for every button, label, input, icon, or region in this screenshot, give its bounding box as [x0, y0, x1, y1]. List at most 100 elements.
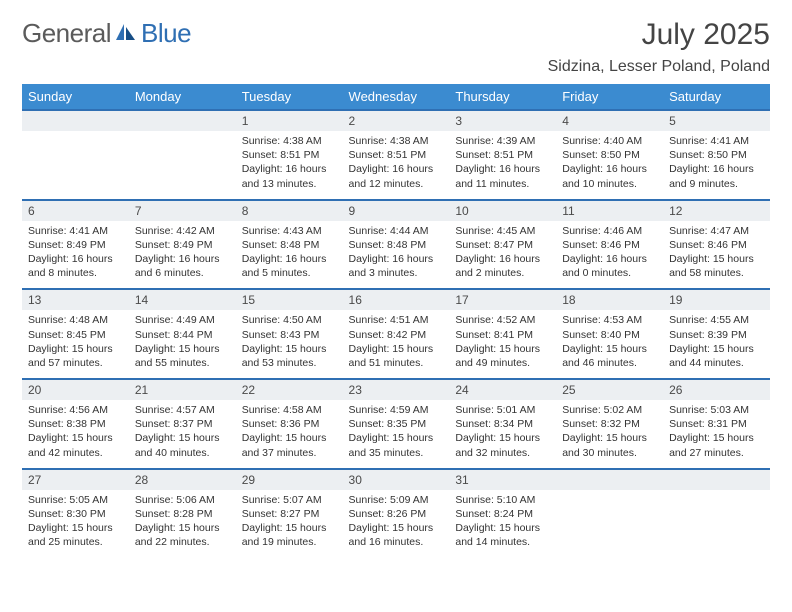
day-cell: 15Sunrise: 4:50 AMSunset: 8:43 PMDayligh…	[236, 289, 343, 379]
day-cell: 10Sunrise: 4:45 AMSunset: 8:47 PMDayligh…	[449, 200, 556, 290]
day-cell	[129, 110, 236, 200]
day-detail-line: Sunset: 8:43 PM	[242, 328, 337, 342]
day-detail-line: Sunset: 8:48 PM	[349, 238, 444, 252]
day-detail-line: and 35 minutes.	[349, 446, 444, 460]
day-detail-line: Sunrise: 4:51 AM	[349, 313, 444, 327]
day-detail-line: Sunset: 8:49 PM	[135, 238, 230, 252]
day-detail-line: Daylight: 15 hours	[135, 342, 230, 356]
day-cell: 20Sunrise: 4:56 AMSunset: 8:38 PMDayligh…	[22, 379, 129, 469]
day-cell: 6Sunrise: 4:41 AMSunset: 8:49 PMDaylight…	[22, 200, 129, 290]
day-detail-line: and 5 minutes.	[242, 266, 337, 280]
day-detail-line: Sunset: 8:34 PM	[455, 417, 550, 431]
day-header: Saturday	[663, 84, 770, 110]
day-detail-line: Sunrise: 4:59 AM	[349, 403, 444, 417]
day-detail-line: Sunset: 8:37 PM	[135, 417, 230, 431]
day-detail-line: Daylight: 15 hours	[669, 431, 764, 445]
day-detail-line: Daylight: 15 hours	[28, 431, 123, 445]
day-cell: 3Sunrise: 4:39 AMSunset: 8:51 PMDaylight…	[449, 110, 556, 200]
day-detail-line: Sunset: 8:51 PM	[242, 148, 337, 162]
header-right: July 2025 Sidzina, Lesser Poland, Poland	[548, 18, 770, 76]
day-detail-line: Sunrise: 4:45 AM	[455, 224, 550, 238]
day-detail-line: Daylight: 15 hours	[455, 431, 550, 445]
day-detail-line: and 2 minutes.	[455, 266, 550, 280]
day-details: Sunrise: 4:56 AMSunset: 8:38 PMDaylight:…	[22, 400, 129, 468]
day-detail-line: Sunset: 8:49 PM	[28, 238, 123, 252]
day-cell: 27Sunrise: 5:05 AMSunset: 8:30 PMDayligh…	[22, 469, 129, 558]
day-number: 9	[343, 201, 450, 221]
day-detail-line: and 0 minutes.	[562, 266, 657, 280]
day-detail-line: Daylight: 16 hours	[242, 162, 337, 176]
day-detail-line: and 14 minutes.	[455, 535, 550, 549]
day-detail-line: and 57 minutes.	[28, 356, 123, 370]
week-row: 20Sunrise: 4:56 AMSunset: 8:38 PMDayligh…	[22, 379, 770, 469]
day-details: Sunrise: 4:58 AMSunset: 8:36 PMDaylight:…	[236, 400, 343, 468]
day-detail-line: and 27 minutes.	[669, 446, 764, 460]
day-detail-line: Sunrise: 5:06 AM	[135, 493, 230, 507]
day-detail-line: Daylight: 15 hours	[242, 342, 337, 356]
day-cell: 18Sunrise: 4:53 AMSunset: 8:40 PMDayligh…	[556, 289, 663, 379]
day-cell: 22Sunrise: 4:58 AMSunset: 8:36 PMDayligh…	[236, 379, 343, 469]
day-cell: 19Sunrise: 4:55 AMSunset: 8:39 PMDayligh…	[663, 289, 770, 379]
day-details: Sunrise: 4:43 AMSunset: 8:48 PMDaylight:…	[236, 221, 343, 289]
day-header: Sunday	[22, 84, 129, 110]
day-detail-line: Daylight: 15 hours	[28, 342, 123, 356]
day-number: 11	[556, 201, 663, 221]
day-number: 6	[22, 201, 129, 221]
day-cell: 25Sunrise: 5:02 AMSunset: 8:32 PMDayligh…	[556, 379, 663, 469]
day-detail-line: and 8 minutes.	[28, 266, 123, 280]
day-detail-line: and 16 minutes.	[349, 535, 444, 549]
day-cell: 30Sunrise: 5:09 AMSunset: 8:26 PMDayligh…	[343, 469, 450, 558]
day-details: Sunrise: 4:42 AMSunset: 8:49 PMDaylight:…	[129, 221, 236, 289]
week-row: 13Sunrise: 4:48 AMSunset: 8:45 PMDayligh…	[22, 289, 770, 379]
week-row: 1Sunrise: 4:38 AMSunset: 8:51 PMDaylight…	[22, 110, 770, 200]
day-details: Sunrise: 4:53 AMSunset: 8:40 PMDaylight:…	[556, 310, 663, 378]
day-cell	[556, 469, 663, 558]
day-number: 26	[663, 380, 770, 400]
day-details: Sunrise: 4:49 AMSunset: 8:44 PMDaylight:…	[129, 310, 236, 378]
day-detail-line: Sunset: 8:24 PM	[455, 507, 550, 521]
day-cell: 1Sunrise: 4:38 AMSunset: 8:51 PMDaylight…	[236, 110, 343, 200]
day-detail-line: and 9 minutes.	[669, 177, 764, 191]
day-detail-line: Sunset: 8:42 PM	[349, 328, 444, 342]
day-detail-line: Daylight: 15 hours	[349, 521, 444, 535]
day-details: Sunrise: 5:07 AMSunset: 8:27 PMDaylight:…	[236, 490, 343, 558]
day-cell: 16Sunrise: 4:51 AMSunset: 8:42 PMDayligh…	[343, 289, 450, 379]
day-details: Sunrise: 4:38 AMSunset: 8:51 PMDaylight:…	[236, 131, 343, 199]
day-details	[129, 131, 236, 189]
day-detail-line: Daylight: 15 hours	[669, 252, 764, 266]
day-detail-line: Sunrise: 4:41 AM	[669, 134, 764, 148]
day-detail-line: Sunrise: 4:39 AM	[455, 134, 550, 148]
day-details: Sunrise: 4:50 AMSunset: 8:43 PMDaylight:…	[236, 310, 343, 378]
calendar-head: SundayMondayTuesdayWednesdayThursdayFrid…	[22, 84, 770, 110]
day-details	[663, 490, 770, 548]
day-detail-line: and 51 minutes.	[349, 356, 444, 370]
day-detail-line: Daylight: 15 hours	[349, 342, 444, 356]
day-cell: 5Sunrise: 4:41 AMSunset: 8:50 PMDaylight…	[663, 110, 770, 200]
day-detail-line: and 10 minutes.	[562, 177, 657, 191]
day-header: Monday	[129, 84, 236, 110]
day-detail-line: and 32 minutes.	[455, 446, 550, 460]
day-cell: 4Sunrise: 4:40 AMSunset: 8:50 PMDaylight…	[556, 110, 663, 200]
day-number: 24	[449, 380, 556, 400]
day-detail-line: Sunset: 8:44 PM	[135, 328, 230, 342]
day-detail-line: Daylight: 15 hours	[242, 521, 337, 535]
calendar-page: General Blue July 2025 Sidzina, Lesser P…	[0, 0, 792, 567]
day-header: Thursday	[449, 84, 556, 110]
day-details: Sunrise: 4:45 AMSunset: 8:47 PMDaylight:…	[449, 221, 556, 289]
day-detail-line: Sunrise: 5:07 AM	[242, 493, 337, 507]
day-detail-line: and 49 minutes.	[455, 356, 550, 370]
day-detail-line: and 11 minutes.	[455, 177, 550, 191]
day-detail-line: Sunset: 8:48 PM	[242, 238, 337, 252]
day-detail-line: Sunrise: 5:10 AM	[455, 493, 550, 507]
page-header: General Blue July 2025 Sidzina, Lesser P…	[22, 18, 770, 76]
week-row: 6Sunrise: 4:41 AMSunset: 8:49 PMDaylight…	[22, 200, 770, 290]
day-detail-line: Sunset: 8:36 PM	[242, 417, 337, 431]
day-detail-line: Daylight: 15 hours	[349, 431, 444, 445]
day-detail-line: and 25 minutes.	[28, 535, 123, 549]
day-details: Sunrise: 4:44 AMSunset: 8:48 PMDaylight:…	[343, 221, 450, 289]
day-number: 18	[556, 290, 663, 310]
day-cell: 7Sunrise: 4:42 AMSunset: 8:49 PMDaylight…	[129, 200, 236, 290]
day-details: Sunrise: 4:41 AMSunset: 8:50 PMDaylight:…	[663, 131, 770, 199]
day-detail-line: and 53 minutes.	[242, 356, 337, 370]
day-detail-line: and 19 minutes.	[242, 535, 337, 549]
